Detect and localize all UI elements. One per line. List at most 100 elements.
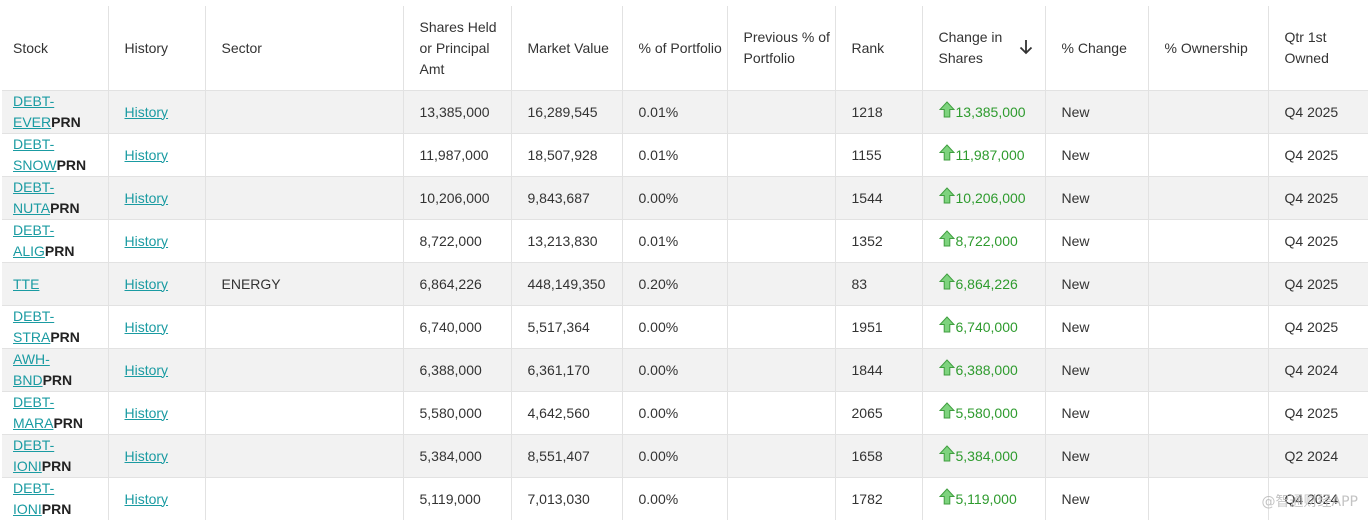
change-value: 6,864,226 [955, 275, 1018, 292]
arrow-down-icon[interactable] [1019, 39, 1033, 61]
prn-label: PRN [53, 415, 84, 431]
stock-link[interactable]: DEBT- [13, 179, 55, 195]
prev-pct-portfolio-cell [726, 219, 836, 263]
pct-ownership-cell [1147, 219, 1269, 263]
change-value: 6,740,000 [955, 318, 1018, 335]
watermark: @智通财经APP [1261, 494, 1358, 510]
stock-cell: DEBT- STRAPRN [2, 305, 109, 349]
shares-cell: 5,580,000 [402, 391, 512, 435]
history-link[interactable]: History [124, 275, 169, 292]
pct-change-cell: New [1044, 176, 1149, 220]
stock-link[interactable]: DEBT- [13, 480, 55, 496]
stock-link-ticker[interactable]: STRA [13, 329, 51, 345]
change-cell: 11,987,000 [921, 133, 1046, 177]
history-cell: History [107, 176, 206, 220]
shares-cell: 8,722,000 [402, 219, 512, 263]
history-link[interactable]: History [124, 361, 169, 378]
rank-cell: 1782 [834, 477, 923, 520]
history-cell: History [107, 219, 206, 263]
col-header-change-in-shares[interactable]: Change in Shares [921, 6, 1046, 91]
stock-link-ticker[interactable]: SNOW [13, 157, 57, 173]
pct-portfolio-cell: 0.00% [621, 348, 728, 392]
history-link[interactable]: History [124, 189, 169, 206]
stock-link[interactable]: DEBT- [13, 93, 55, 109]
stock-link[interactable]: DEBT- [13, 222, 55, 238]
col-header-qtr-first-owned[interactable]: Qtr 1st Owned [1267, 6, 1368, 91]
shares-cell: 13,385,000 [402, 90, 512, 134]
stock-link[interactable]: TTE [13, 275, 40, 292]
col-header-shares[interactable]: Shares Held or Principal Amt [402, 6, 512, 91]
market-value-cell: 4,642,560 [510, 391, 623, 435]
shares-cell: 6,740,000 [402, 305, 512, 349]
col-header-pct-ownership[interactable]: % Ownership [1147, 6, 1269, 91]
col-header-stock[interactable]: Stock [2, 6, 109, 91]
stock-link-ticker[interactable]: BND [13, 372, 43, 388]
pct-change-cell: New [1044, 219, 1149, 263]
table-row: DEBT- EVERPRN History 13,385,000 16,289,545 0… [2, 90, 1368, 134]
arrow-up-icon [938, 444, 955, 468]
market-value-cell: 13,213,830 [510, 219, 623, 263]
history-link[interactable]: History [124, 103, 169, 120]
col-header-rank[interactable]: Rank [834, 6, 923, 91]
pct-change-cell: New [1044, 391, 1149, 435]
col-header-market-value[interactable]: Market Value [510, 6, 623, 91]
table-row: DEBT- STRAPRN History 6,740,000 5,517,364 0.0… [2, 305, 1368, 349]
stock-link[interactable]: AWH- [13, 351, 50, 367]
pct-portfolio-cell: 0.00% [621, 305, 728, 349]
sector-cell [204, 477, 404, 520]
stock-link[interactable]: DEBT- [13, 308, 55, 324]
pct-ownership-cell [1147, 262, 1269, 306]
history-link[interactable]: History [124, 318, 169, 335]
shares-cell: 6,388,000 [402, 348, 512, 392]
prn-label: PRN [50, 329, 80, 345]
stock-link-ticker[interactable]: MARA [13, 415, 54, 431]
arrow-up-icon [938, 186, 955, 210]
qtr-first-owned-cell: Q4 2025 [1267, 133, 1368, 177]
stock-link[interactable]: DEBT- [13, 437, 55, 453]
col-header-pct-portfolio[interactable]: % of Portfolio [621, 6, 728, 91]
history-link[interactable]: History [124, 146, 169, 163]
pct-portfolio-cell: 0.00% [621, 391, 728, 435]
table-row: DEBT- SNOWPRN History 11,987,000 18,507,928 0… [2, 133, 1368, 177]
col-header-change-label: Change in Shares [938, 29, 1003, 66]
shares-cell: 10,206,000 [402, 176, 512, 220]
prn-label: PRN [42, 372, 73, 388]
rank-cell: 1844 [834, 348, 923, 392]
pct-portfolio-cell: 0.01% [621, 90, 728, 134]
pct-change-cell: New [1044, 262, 1149, 306]
history-link[interactable]: History [124, 232, 169, 249]
prev-pct-portfolio-cell [726, 434, 836, 478]
qtr-first-owned-cell: Q4 2024 [1267, 348, 1368, 392]
history-link[interactable]: History [124, 490, 169, 507]
prn-label: PRN [41, 458, 72, 474]
arrow-up-icon [938, 229, 955, 253]
col-header-sector[interactable]: Sector [204, 6, 404, 91]
table-row: DEBT- ALIGPRN History 8,722,000 13,213,830 0.… [2, 219, 1368, 263]
stock-link-ticker[interactable]: EVER [13, 114, 52, 130]
stock-link[interactable]: DEBT- [13, 136, 55, 152]
stock-link-ticker[interactable]: IONI [13, 458, 42, 474]
table-row: TTE History ENERGY 6,864,226 448,149,350 0.20… [2, 262, 1368, 306]
stock-link-ticker[interactable]: NUTA [13, 200, 51, 216]
prev-pct-portfolio-cell [726, 348, 836, 392]
col-header-history[interactable]: History [107, 6, 206, 91]
prev-pct-portfolio-cell [726, 477, 836, 520]
arrow-up-icon [938, 315, 955, 339]
stock-link-ticker[interactable]: IONI [13, 501, 42, 517]
col-header-pct-change[interactable]: % Change [1044, 6, 1149, 91]
stock-link[interactable]: DEBT- [13, 394, 55, 410]
change-value: 8,722,000 [955, 232, 1018, 249]
change-cell: 6,740,000 [921, 305, 1046, 349]
col-header-prev-pct-portfolio[interactable]: Previous % of Portfolio [726, 6, 836, 91]
history-link[interactable]: History [124, 404, 169, 421]
pct-ownership-cell [1147, 133, 1269, 177]
prn-label: PRN [44, 243, 75, 259]
change-cell: 10,206,000 [921, 176, 1046, 220]
rank-cell: 2065 [834, 391, 923, 435]
sector-cell [204, 219, 404, 263]
pct-portfolio-cell: 0.01% [621, 133, 728, 177]
stock-link-ticker[interactable]: ALIG [13, 243, 45, 259]
sector-cell [204, 391, 404, 435]
sector-cell [204, 348, 404, 392]
history-link[interactable]: History [124, 447, 169, 464]
